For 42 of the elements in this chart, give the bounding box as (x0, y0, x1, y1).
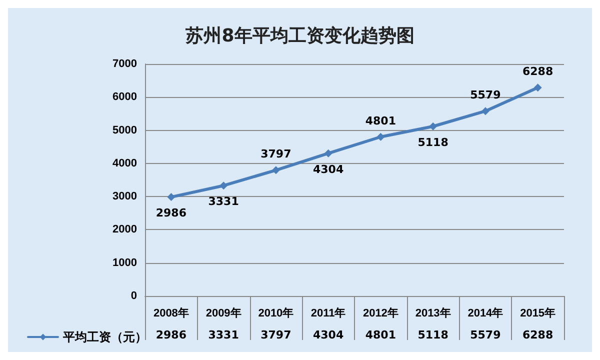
x-tick-label: 2014年 (468, 306, 504, 320)
y-tick-label: 2000 (112, 224, 137, 236)
y-tick-label: 7000 (112, 58, 137, 70)
data-label: 4304 (313, 162, 344, 176)
text: 4801 (365, 328, 396, 342)
y-tick-label: 4000 (112, 157, 137, 170)
chart-title: 苏州8年平均工资变化趋势图 (184, 26, 414, 46)
x-tick-label: 2015年 (520, 306, 556, 320)
point (272, 166, 280, 174)
text: 3797 (260, 328, 292, 342)
data-label: 5118 (418, 136, 448, 149)
data-label: 2986 (156, 206, 187, 220)
data-label: 6288 (522, 65, 554, 78)
y-tick-label: 1000 (112, 256, 137, 269)
point (429, 122, 438, 130)
legend-label: 平均工资（元） (62, 330, 147, 344)
x-tick-label: 2010年 (258, 306, 294, 320)
text: 2986 (156, 328, 187, 342)
y-tick-label: 5000 (112, 124, 137, 136)
data-label: 5579 (470, 88, 501, 102)
point (324, 149, 332, 158)
point (481, 107, 490, 116)
text: 3331 (208, 328, 239, 342)
point (534, 84, 542, 92)
y-tick-label: 0 (130, 290, 137, 302)
point (220, 182, 228, 190)
x-tick-label: 2008年 (153, 306, 189, 320)
x-tick-label: 2013年 (415, 306, 451, 320)
y-tick-label: 6000 (112, 91, 137, 104)
text: 6288 (522, 328, 554, 342)
text: 5579 (470, 328, 501, 342)
data-label: 4801 (365, 114, 396, 128)
y-tick-label: 3000 (112, 190, 137, 203)
point (167, 193, 176, 202)
x-tick-label: 2012年 (362, 306, 398, 320)
data-label: 3797 (260, 148, 292, 161)
x-tick-label: 2009年 (206, 306, 242, 320)
point (376, 132, 385, 141)
text: 4304 (313, 328, 344, 342)
data-label: 3331 (208, 195, 239, 208)
x-tick-label: 2011年 (310, 306, 346, 320)
text: 5118 (418, 328, 448, 342)
